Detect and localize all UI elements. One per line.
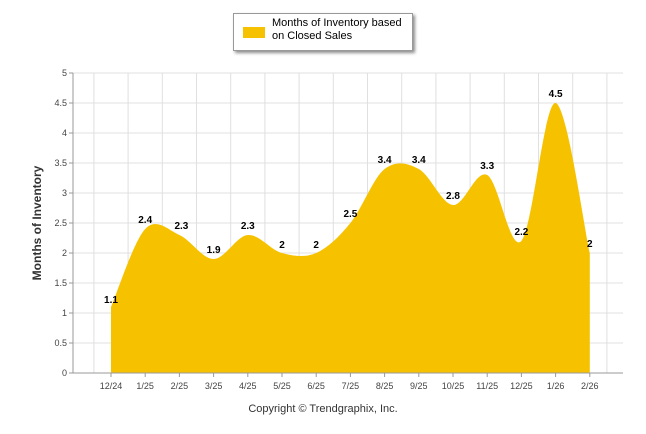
y-tick-label: 3.5 xyxy=(54,158,67,168)
x-tick-label: 1/26 xyxy=(547,381,565,391)
y-tick-label: 4.5 xyxy=(54,98,67,108)
data-label: 1.9 xyxy=(207,245,221,256)
y-tick-label: 4 xyxy=(62,128,67,138)
x-tick-labels: 12/24 1/25 2/25 3/25 4/25 5/25 6/25 7/25 8/25 9/2… xyxy=(100,381,599,391)
area-series xyxy=(111,102,590,373)
y-tick-label: 0 xyxy=(62,368,67,378)
x-tick-label: 7/25 xyxy=(342,381,360,391)
data-label: 2.3 xyxy=(241,221,255,232)
area-fill xyxy=(111,102,590,373)
x-tick-label: 8/25 xyxy=(376,381,394,391)
y-tick-label: 2.5 xyxy=(54,218,67,228)
x-tick-label: 9/25 xyxy=(410,381,428,391)
x-tick-label: 5/25 xyxy=(273,381,291,391)
x-tick-label: 11/25 xyxy=(476,381,498,391)
data-label: 2 xyxy=(587,239,593,250)
data-label: 3.4 xyxy=(378,155,392,166)
x-tick-label: 10/25 xyxy=(442,381,465,391)
y-tick-label: 2 xyxy=(62,248,67,258)
data-label: 2.5 xyxy=(343,209,357,220)
data-label: 3.3 xyxy=(480,161,494,172)
x-tick-label: 3/25 xyxy=(205,381,223,391)
x-tick-label: 2/25 xyxy=(171,381,189,391)
y-tick-label: 1.5 xyxy=(54,278,67,288)
y-tick-label: 0.5 xyxy=(54,338,67,348)
x-tick-label: 4/25 xyxy=(239,381,257,391)
data-labels: 1.1 2.4 2.3 1.9 2.3 2 2 2.5 3.4 3.4 2.8 3.3 2.2 4.5 2 xyxy=(104,89,593,306)
x-tick-label: 1/25 xyxy=(136,381,154,391)
data-label: 2.3 xyxy=(174,221,188,232)
data-label: 2 xyxy=(313,240,319,251)
y-tick-labels: 0 0.5 1 1.5 2 2.5 3 3.5 4 4.5 5 xyxy=(54,68,67,378)
data-label: 2.2 xyxy=(514,227,528,238)
legend-swatch xyxy=(243,27,265,38)
data-label: 2 xyxy=(279,240,285,251)
y-tick-label: 1 xyxy=(62,308,67,318)
data-label: 2.4 xyxy=(138,215,152,226)
data-label: 2.8 xyxy=(446,191,460,202)
legend: Months of Inventory based on Closed Sale… xyxy=(233,13,413,51)
axes xyxy=(69,72,623,377)
data-label: 3.4 xyxy=(412,155,426,166)
copyright-footer: Copyright © Trendgraphix, Inc. xyxy=(248,403,398,415)
data-label: 4.5 xyxy=(549,89,563,100)
legend-label: Months of Inventory based on Closed Sale… xyxy=(272,17,402,42)
data-label: 1.1 xyxy=(104,295,118,306)
y-tick-label: 5 xyxy=(62,68,67,78)
y-tick-label: 3 xyxy=(62,188,67,198)
x-tick-label: 12/24 xyxy=(100,381,123,391)
x-tick-label: 6/25 xyxy=(307,381,325,391)
x-tick-label: 12/25 xyxy=(510,381,533,391)
x-tick-label: 2/26 xyxy=(581,381,599,391)
y-axis-title: Months of Inventory xyxy=(30,165,44,280)
